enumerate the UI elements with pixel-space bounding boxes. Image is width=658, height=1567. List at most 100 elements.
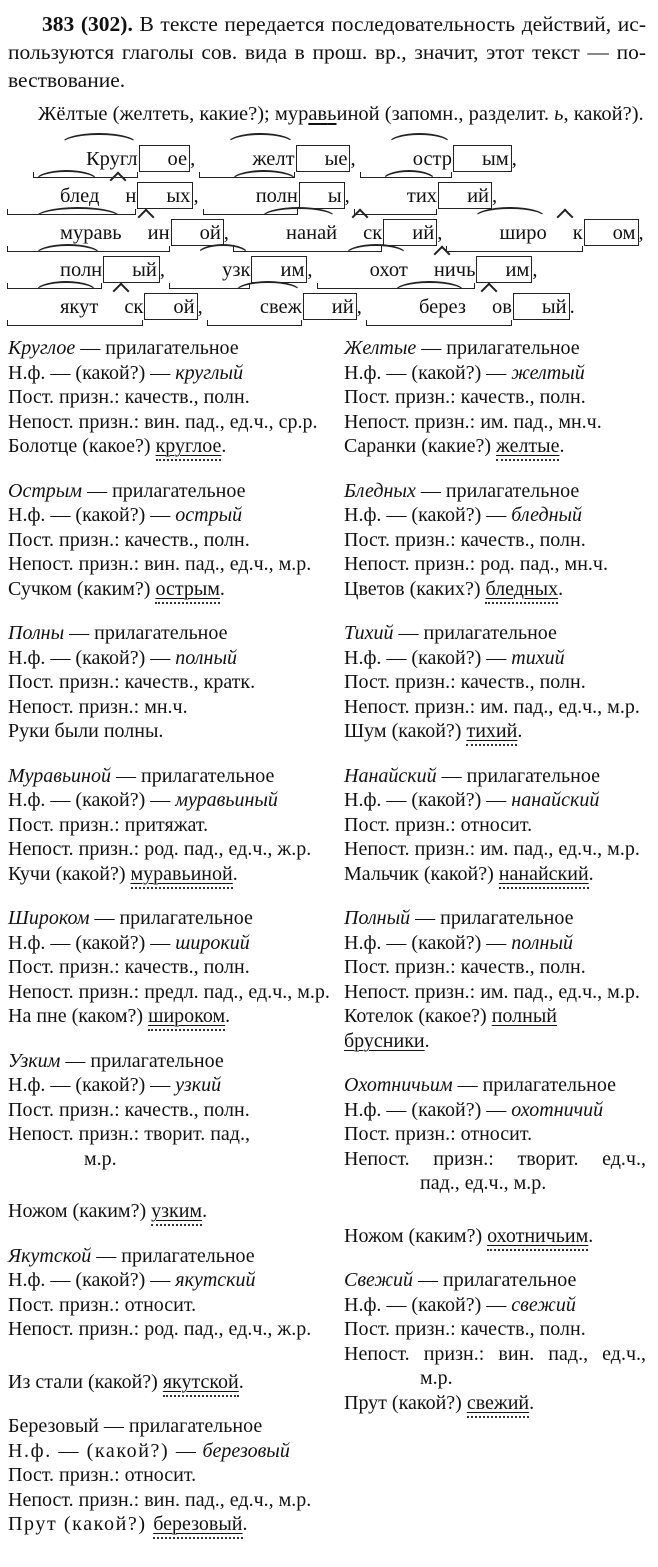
example-post: . — [559, 435, 565, 457]
nf-line: Н.ф. — (какой?) — полный — [344, 931, 646, 956]
ending-box: ый — [103, 256, 160, 283]
ending-box: им — [251, 256, 308, 283]
morph-word: берез ов ый — [365, 281, 570, 326]
nf-word: острый — [175, 504, 243, 526]
block-heading: Полны — прилагательное — [8, 621, 336, 646]
separator: , — [532, 259, 538, 281]
example-pre: Ножом (каким?) — [8, 1200, 152, 1222]
attr-line-wrap: м.р. — [84, 1147, 117, 1170]
example-pre: Прут (какой?) — [8, 1513, 154, 1535]
part-of-speech: — прилагательное — [69, 622, 228, 644]
nf-line: Н.ф. — (какой?) — нанайский — [344, 788, 646, 813]
word-stem: нанай ск — [233, 207, 383, 252]
nf-label: Н.ф. — (какой?) — — [344, 1293, 507, 1316]
separator: , — [350, 148, 361, 170]
wavy-underlined-word: березовый — [153, 1513, 243, 1535]
root-arc: берез — [393, 281, 466, 326]
morph-word: блед н ых — [6, 170, 194, 215]
example-pre: Ножом (каким?) — [344, 1224, 488, 1247]
attr-line-wrap: м.р. — [420, 1367, 453, 1389]
morph-word: охот ничь им — [316, 244, 533, 289]
example-pre: Руки были полны. — [8, 720, 164, 742]
root-arc: охот — [344, 244, 408, 289]
analysis-columns: Круглое — прилагательное Н.ф. — (какой?) … — [8, 336, 646, 1557]
separator: , — [190, 148, 201, 170]
nf-word: широкий — [175, 931, 250, 954]
suffix-caret: ск — [98, 289, 143, 326]
nf-label: Н.ф. — (какой?) — — [8, 504, 171, 526]
nf-word: полный — [511, 931, 573, 954]
part-of-speech: — прилагательное — [80, 337, 239, 359]
part-of-speech: — прилагательное — [398, 622, 557, 644]
nf-label: Н.ф. — (какой?) — — [344, 646, 507, 669]
example-post: . — [529, 1391, 535, 1414]
analysis-block: Муравьиной — прилагательное Н.ф. — (какой… — [8, 764, 336, 887]
suffix-caret: н — [99, 178, 136, 215]
attr-line: Непост. призн.: им. пад., ед.ч., м.р. — [344, 695, 640, 718]
analysis-block: Якутской — прилагательное Н.ф. — (какой?)… — [8, 1244, 336, 1395]
analyzed-word: Широком — [8, 907, 90, 929]
separator: , — [511, 148, 517, 170]
example-line: Прут (какой?) свежий. — [344, 1391, 646, 1416]
block-heading: Свежий — прилагательное — [344, 1268, 646, 1293]
word-stem: узк — [169, 244, 251, 289]
analyzed-word: Бледных — [344, 479, 416, 502]
intro-text-1: В тексте передается последовательность д… — [132, 12, 646, 36]
root-arc: муравь — [34, 207, 122, 252]
part-of-speech: — прилагательное — [418, 1269, 577, 1291]
attr-line: Непост. призн.: мн.ч. — [8, 695, 188, 718]
block-heading: Березовый — прилагательное — [8, 1414, 336, 1439]
analyzed-word: Полный — [344, 907, 411, 929]
root-arc: широ — [473, 207, 547, 252]
attr-line: Пост. призн.: качеств., полн. — [8, 956, 250, 978]
attr-line: Пост. призн.: качеств., кратк. — [8, 671, 256, 693]
morph-word: якут ск ой — [6, 281, 198, 326]
part-of-speech: — прилагательное — [103, 1415, 263, 1437]
attr-line: Непост. призн.: вин. пад., ед.ч., — [344, 1342, 646, 1365]
ending-box: ые — [295, 145, 351, 172]
block-heading: Желтые — прилагательное — [344, 336, 646, 361]
separator: , — [492, 185, 498, 207]
analysis-block: Березовый — прилагательное Н.ф. — (какой?… — [8, 1414, 336, 1537]
morph-word: узк им — [169, 244, 308, 289]
separator: , — [356, 296, 367, 318]
block-heading: Узким — прилагательное — [8, 1049, 336, 1074]
exercise-number: 383 (302). — [42, 12, 133, 36]
nf-line: Н.ф. — (какой?) — бледный — [344, 503, 646, 528]
wavy-underlined-word: свежий — [466, 1391, 530, 1414]
wavy-underlined-word: полный брусники — [344, 1005, 557, 1052]
analyzed-word: Полны — [8, 622, 65, 644]
analyzed-word: Муравьиной — [8, 764, 111, 787]
nf-word: бледный — [511, 504, 583, 526]
analysis-block: Широком — прилагательное Н.ф. — (какой?) … — [8, 906, 336, 1029]
hint-text: , какой?). — [563, 103, 644, 125]
block-heading: Острым — прилагательное — [8, 479, 336, 504]
nf-word: тихий — [511, 646, 565, 669]
attr-line: Пост. призн.: качеств., полн. — [8, 1098, 250, 1121]
attr-line: Непост. призн.: род. пад., мн.ч. — [344, 553, 608, 575]
wavy-underlined-word: нанайский — [498, 862, 589, 885]
root-arc: свеж — [234, 281, 302, 326]
attr-line: Пост. призн.: относит. — [344, 813, 533, 836]
example-post: . — [588, 862, 594, 885]
example-post: . — [221, 435, 227, 457]
morpheme-word-list: Кругл ое, желт ые, остр ым, блед н ых, полн ы,… — [6, 133, 646, 326]
morph-word: тих ий — [353, 170, 493, 215]
analysis-block: Полный — прилагательное Н.ф. — (какой?) —… — [344, 906, 646, 1053]
wavy-underlined-word: узким — [151, 1200, 203, 1222]
root-arc: остр — [387, 133, 452, 178]
analyzed-word: Охотничьим — [344, 1074, 453, 1096]
attr-line: Непост. призн.: род. пад., ед.ч., ж.р. — [8, 1318, 312, 1340]
block-heading: Охотничьим — прилагательное — [344, 1073, 646, 1098]
underlined-letters: ав — [308, 103, 328, 125]
example-pre: Шум (какой?) — [344, 720, 467, 742]
wavy-underlined-word: острым — [155, 577, 220, 600]
separator: , — [223, 222, 235, 244]
root-arc: тих — [381, 170, 437, 215]
word-stem: берез ов — [365, 281, 512, 326]
ending-box: ый — [512, 293, 570, 320]
orthogram-hint-line: Жёлтые (желтеть, какие?); муравьиной (за… — [8, 101, 646, 127]
root-arc: полн — [34, 244, 102, 289]
attr-line: Непост. призн.: им. пад., ед.ч., м.р. — [344, 980, 640, 1003]
ending-box: ом — [583, 219, 639, 246]
